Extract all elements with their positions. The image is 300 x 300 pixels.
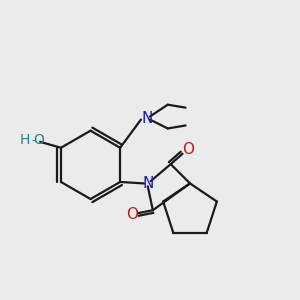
Text: O: O — [33, 133, 44, 147]
Text: H: H — [20, 133, 30, 147]
Text: N: N — [143, 176, 154, 191]
Text: N: N — [141, 110, 153, 125]
Text: O: O — [182, 142, 194, 158]
Text: O: O — [126, 207, 138, 222]
Text: -: - — [32, 134, 36, 147]
